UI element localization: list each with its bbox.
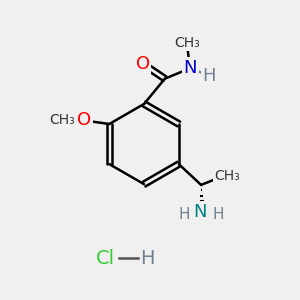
Text: H: H (203, 67, 216, 85)
Text: O: O (77, 111, 91, 129)
Text: CH₃: CH₃ (214, 169, 240, 183)
Text: Cl: Cl (96, 249, 115, 268)
Text: CH₃: CH₃ (174, 36, 200, 50)
Text: CH₃: CH₃ (49, 113, 75, 128)
Text: N: N (193, 203, 206, 221)
Text: N: N (183, 59, 197, 77)
Text: H: H (212, 207, 224, 222)
Text: H: H (178, 207, 190, 222)
Text: O: O (136, 55, 150, 73)
Text: H: H (140, 249, 154, 268)
